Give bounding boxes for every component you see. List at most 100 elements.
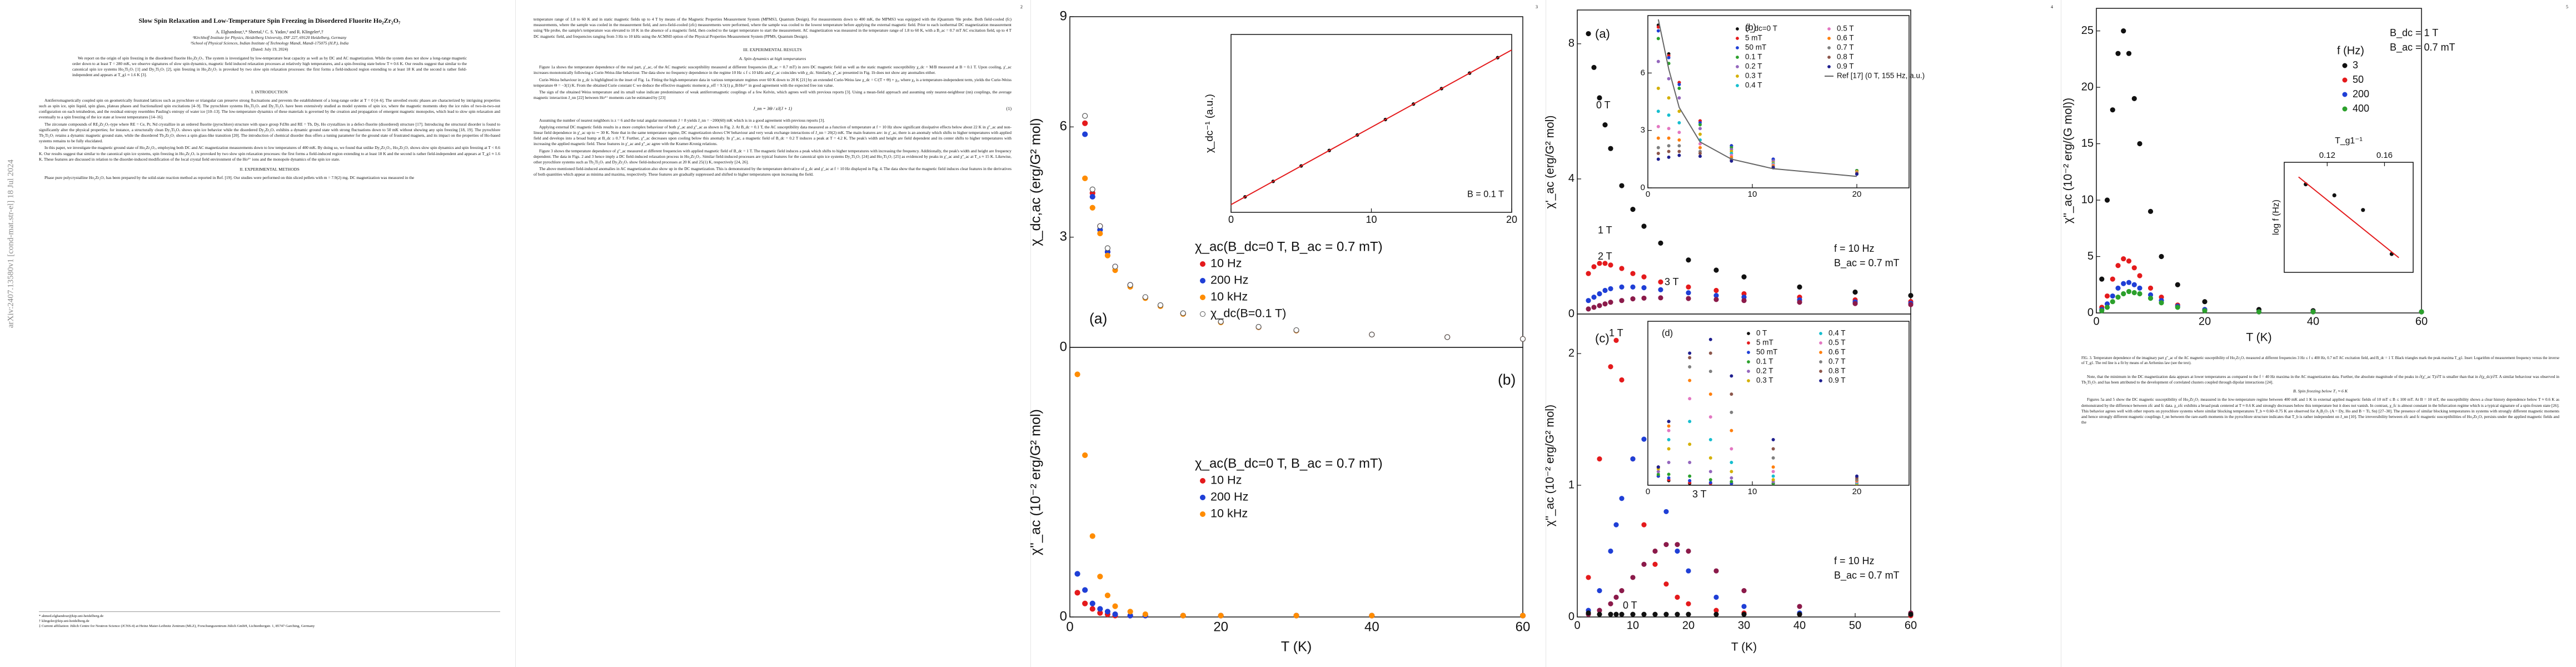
data-point <box>1708 438 1712 442</box>
y-tick-label: 1 <box>1568 479 1575 491</box>
x-tick-label: 60 <box>2415 315 2428 327</box>
x-tick-label: 0 <box>1574 619 1580 631</box>
panel-label: (a) <box>1595 27 1610 41</box>
x-tick-label: 10 <box>1627 619 1639 631</box>
legend-swatch <box>1747 370 1750 373</box>
legend-label: Ref [17] (0 T, 155 Hz, a.u.) <box>1837 72 1925 80</box>
y-tick-label: 20 <box>2081 81 2094 93</box>
data-point <box>1656 472 1660 476</box>
data-point <box>2332 193 2336 197</box>
data-point <box>1698 152 1702 156</box>
data-point <box>1656 86 1660 90</box>
data-point <box>1602 287 1608 293</box>
data-point <box>1641 436 1647 442</box>
data-point <box>2099 308 2105 313</box>
annotation: B = 0.1 T <box>1467 189 1504 199</box>
data-point <box>1771 465 1775 469</box>
data-point <box>1619 298 1625 303</box>
data-point <box>2159 300 2164 306</box>
legend-label: 5 mT <box>1745 34 1762 42</box>
data-point <box>1104 609 1111 615</box>
plot-frame <box>1230 34 1512 213</box>
data-point <box>1630 611 1636 617</box>
data-point <box>1698 123 1702 127</box>
legend-swatch <box>2342 77 2348 83</box>
data-point <box>1667 420 1671 424</box>
legend-label: 10 Hz <box>1210 256 1242 270</box>
data-point <box>1686 568 1691 574</box>
data-point <box>1656 59 1660 63</box>
legend-swatch <box>1819 351 1822 354</box>
legend-swatch <box>1819 370 1822 373</box>
legend-swatch <box>1736 56 1739 59</box>
subsection-heading: A. Spin dynamics at high temperatures <box>739 56 806 62</box>
data-point <box>1608 146 1613 151</box>
data-point <box>1630 206 1636 212</box>
legend-swatch <box>1200 261 1205 267</box>
x-tick-label: 40 <box>1793 619 1806 631</box>
legend-label: 50 mT <box>1745 43 1766 52</box>
data-point <box>1089 533 1095 539</box>
data-point <box>1613 594 1619 600</box>
data-point <box>1104 593 1111 599</box>
data-point <box>1855 172 1859 176</box>
data-point <box>1730 470 1733 474</box>
legend-label: 0.8 T <box>1837 53 1854 61</box>
y-tick-label: 0 <box>1641 183 1645 192</box>
data-point <box>1667 77 1671 81</box>
data-point <box>1097 223 1103 229</box>
data-point <box>2137 273 2142 278</box>
data-point <box>1656 157 1660 161</box>
x-tick-label: 20 <box>1213 620 1228 635</box>
data-point <box>1218 613 1224 619</box>
legend-label: 0.3 T <box>1756 376 1773 385</box>
y-axis-label: log f (Hz) <box>2271 200 2281 235</box>
data-point <box>2121 291 2126 297</box>
data-point <box>1797 284 1802 290</box>
page-number: 4 <box>2051 4 2053 9</box>
data-point <box>2110 299 2115 305</box>
x-axis-label: T (K) <box>1281 639 1312 655</box>
data-point <box>1677 121 1681 125</box>
data-point <box>1677 153 1681 157</box>
annotation: B_ac = 0.7 mT <box>1834 257 1900 269</box>
data-point <box>1602 261 1608 266</box>
data-point <box>2126 280 2132 285</box>
x-tick-label: 0 <box>1646 487 1650 496</box>
y-tick-label: 0 <box>1060 339 1067 354</box>
data-point <box>1157 302 1164 308</box>
data-point <box>1218 318 1224 325</box>
y-tick-label: 10 <box>2081 193 2094 206</box>
data-point <box>1608 262 1613 268</box>
y-tick-label: 5 <box>2087 250 2094 262</box>
paragraph: Applying external DC magnetic fields res… <box>534 124 1012 147</box>
x-tick-label: 0.12 <box>2319 151 2335 160</box>
x-tick-label: 40 <box>2307 315 2319 327</box>
paragraph: The sign of the obtained Weiss temperatu… <box>534 89 1012 101</box>
data-point <box>1602 301 1608 307</box>
data-point <box>2131 282 2137 287</box>
data-point <box>1369 613 1375 619</box>
authors: A. Elghandour,¹,* Sheetal,² C. S. Yadav,… <box>215 29 324 34</box>
y-tick-label: 3 <box>1641 126 1645 135</box>
data-point <box>1591 305 1597 310</box>
data-point <box>2115 51 2121 56</box>
annotation: 1 T <box>1598 225 1612 236</box>
data-point <box>1630 284 1636 290</box>
data-point <box>1641 561 1647 567</box>
data-point <box>1663 611 1669 617</box>
data-point <box>1908 611 1914 617</box>
data-point <box>1713 568 1719 574</box>
data-point <box>1667 150 1671 153</box>
legend-title: χ_ac(B_dc=0 T, B_ac = 0.7 mT) <box>1195 239 1383 254</box>
legend-swatch <box>1747 360 1750 364</box>
data-point <box>2148 208 2154 214</box>
data-point <box>1619 284 1625 290</box>
data-point <box>2115 263 2121 268</box>
footnotes: * ahmed.elghandour@kip.uni-heidelberg.de… <box>39 611 500 647</box>
y-axis-label: χ''_ac (10⁻² erg/G² mol) <box>1028 409 1044 555</box>
data-point <box>2110 293 2115 299</box>
data-point <box>1667 56 1671 59</box>
legend-swatch <box>1736 84 1739 87</box>
x-tick-label: 20 <box>1852 190 1862 199</box>
